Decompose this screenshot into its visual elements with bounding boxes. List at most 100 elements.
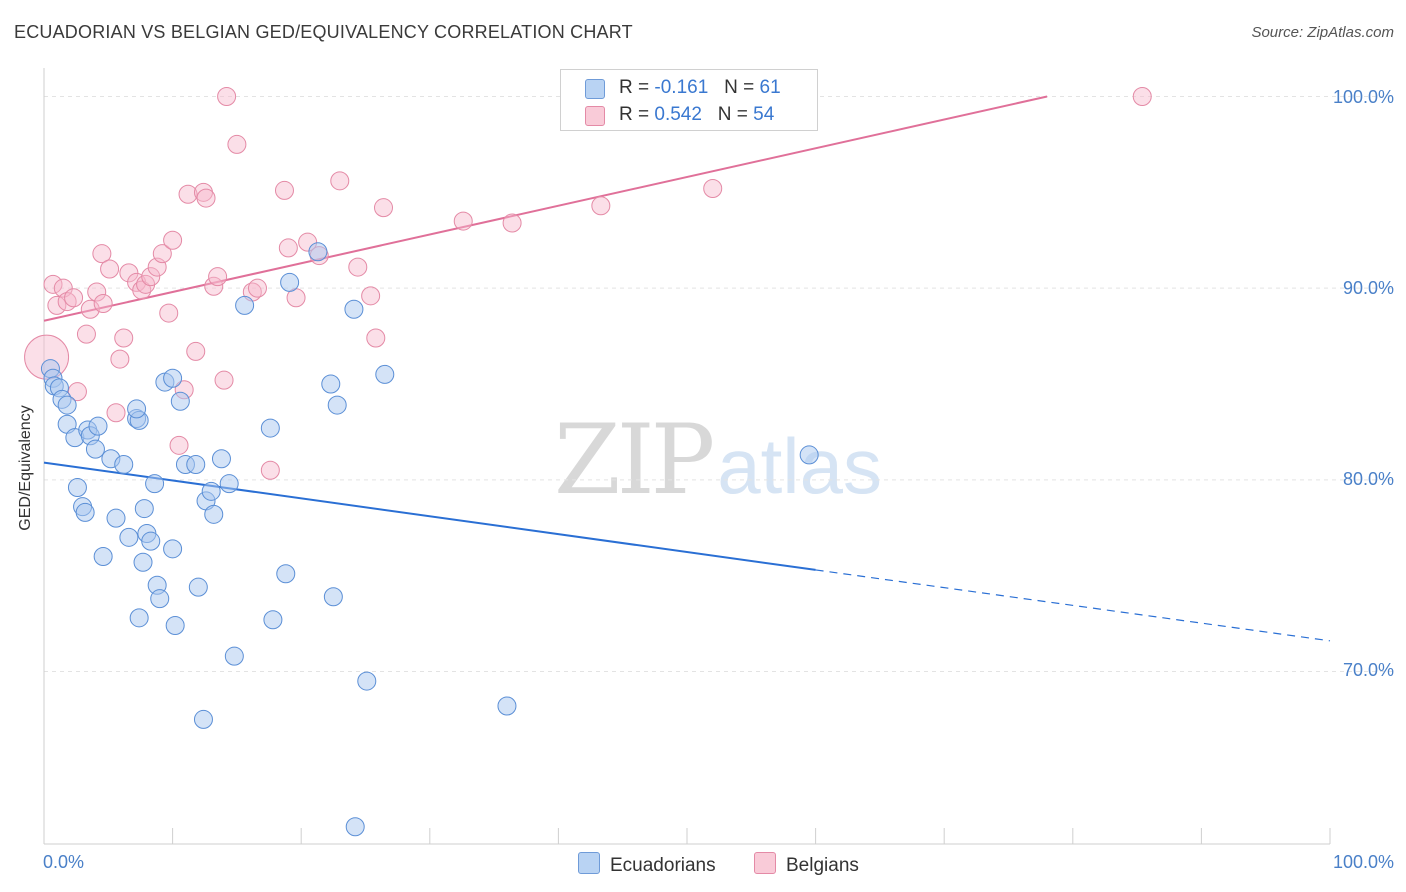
point-belgian xyxy=(227,134,247,154)
correlation-legend: R = -0.161 N = 61 R = 0.542 N = 54 xyxy=(560,69,818,131)
point-ecuadorian xyxy=(280,272,300,292)
point-belgian xyxy=(274,180,294,200)
legend-text: R = 0.542 N = 54 xyxy=(619,104,774,126)
trend-line-ecuadorians xyxy=(43,461,1331,642)
point-belgian xyxy=(247,278,267,298)
r-label: R = xyxy=(619,104,650,125)
point-ecuadorian xyxy=(327,395,347,415)
series-name: Ecuadorians xyxy=(610,855,716,876)
y-tick-label-90: 90.0% xyxy=(1342,278,1394,298)
point-belgian xyxy=(196,188,216,208)
trend-line-solid xyxy=(43,95,1048,322)
point-belgian xyxy=(453,211,473,231)
point-ecuadorian xyxy=(119,527,139,547)
n-value: 54 xyxy=(753,104,775,125)
point-belgian xyxy=(278,238,298,258)
point-ecuadorian xyxy=(308,242,328,262)
point-ecuadorian xyxy=(75,502,95,522)
point-ecuadorian xyxy=(57,395,77,415)
point-belgian xyxy=(330,171,350,191)
point-belgian xyxy=(169,435,189,455)
point-belgian xyxy=(186,341,206,361)
point-belgian xyxy=(152,244,172,264)
point-ecuadorian xyxy=(235,295,255,315)
point-belgian xyxy=(80,299,100,319)
point-ecuadorian xyxy=(150,589,170,609)
n-value: 61 xyxy=(759,77,781,98)
point-ecuadorian xyxy=(193,709,213,729)
point-ecuadorian xyxy=(129,608,149,628)
point-ecuadorian xyxy=(263,610,283,630)
point-belgian xyxy=(366,328,386,348)
point-ecuadorian xyxy=(186,455,206,474)
point-ecuadorian xyxy=(211,449,231,469)
point-belgian xyxy=(214,370,234,390)
point-ecuadorian xyxy=(188,577,208,597)
series-name: Belgians xyxy=(786,855,859,876)
point-belgian xyxy=(141,267,161,287)
axes xyxy=(43,68,1331,845)
legend-swatch-pink xyxy=(754,852,776,874)
point-belgian xyxy=(591,196,611,216)
point-belgian xyxy=(132,280,152,300)
source-label: Source: ZipAtlas.com xyxy=(1251,24,1394,41)
point-ecuadorian xyxy=(165,616,185,635)
x-tick-label-max: 100.0% xyxy=(1332,852,1394,872)
point-belgian xyxy=(110,349,130,369)
y-axis-label: GED/Equivalency xyxy=(17,405,34,531)
legend-swatch-blue xyxy=(578,852,600,874)
point-belgian xyxy=(93,294,113,313)
trend-line-dashed xyxy=(815,569,1331,642)
point-ecuadorian xyxy=(497,696,517,716)
point-belgian xyxy=(502,213,522,233)
point-ecuadorian xyxy=(145,474,165,494)
chart-title: ECUADORIAN VS BELGIAN GED/EQUIVALENCY CO… xyxy=(14,22,633,42)
point-belgian xyxy=(178,184,198,204)
point-belgian xyxy=(204,276,224,296)
point-belgian xyxy=(87,282,107,302)
point-belgian xyxy=(260,460,280,480)
points-ecuadorians xyxy=(40,242,819,837)
point-belgian xyxy=(100,259,120,279)
legend-text: R = -0.161 N = 61 xyxy=(619,77,781,99)
point-belgian xyxy=(119,263,139,283)
point-ecuadorian xyxy=(85,439,105,459)
point-belgian xyxy=(92,244,112,264)
legend-swatch-blue xyxy=(585,79,605,99)
point-ecuadorian xyxy=(170,391,190,411)
point-ecuadorian xyxy=(163,368,183,388)
point-belgian xyxy=(43,274,63,294)
point-ecuadorian xyxy=(260,418,280,438)
point-ecuadorian xyxy=(224,646,244,666)
point-belgian xyxy=(374,198,394,218)
r-label: R = xyxy=(619,77,650,98)
point-ecuadorian xyxy=(321,374,341,394)
legend-swatch-pink xyxy=(585,106,605,126)
point-belgian xyxy=(76,324,96,344)
points-belgians xyxy=(24,87,1152,480)
point-belgian xyxy=(1132,87,1152,106)
point-ecuadorian xyxy=(204,504,224,524)
point-belgian xyxy=(163,230,183,250)
point-ecuadorian xyxy=(357,671,377,691)
y-tick-label-100: 100.0% xyxy=(1332,87,1394,107)
trend-line-solid xyxy=(43,461,816,571)
point-ecuadorian xyxy=(114,455,134,474)
x-tick-label-min: 0.0% xyxy=(43,852,85,872)
watermark: ZIPatlas xyxy=(554,404,882,516)
n-label: N = xyxy=(724,77,755,98)
point-ecuadorian xyxy=(127,399,147,419)
point-ecuadorian xyxy=(93,547,113,566)
point-ecuadorian xyxy=(88,416,108,436)
r-value: -0.161 xyxy=(654,77,709,98)
point-ecuadorian xyxy=(163,539,183,559)
point-belgian xyxy=(217,87,237,106)
series-legend-ecuadorians: Ecuadorians xyxy=(578,852,716,877)
point-belgian xyxy=(348,257,368,277)
point-belgian xyxy=(64,288,84,308)
n-label: N = xyxy=(717,104,748,125)
point-ecuadorian xyxy=(67,478,87,497)
point-ecuadorian xyxy=(799,445,819,465)
point-ecuadorian xyxy=(344,299,364,319)
